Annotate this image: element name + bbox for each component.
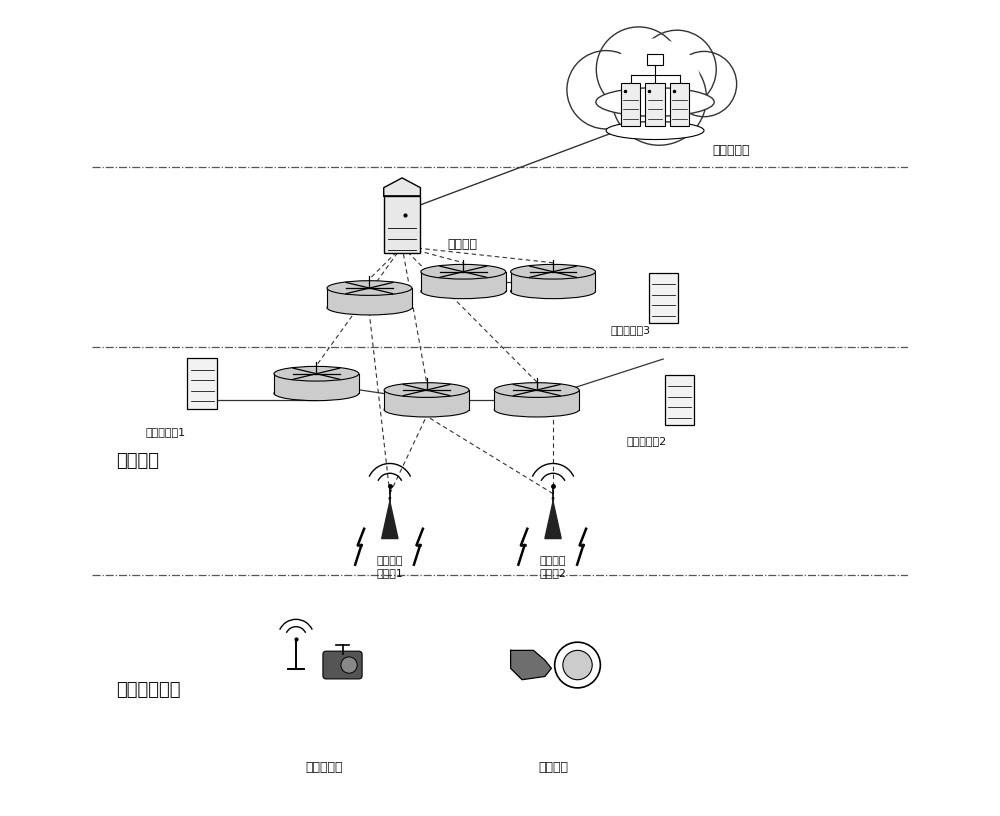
Polygon shape (511, 650, 551, 680)
Circle shape (563, 650, 592, 680)
FancyBboxPatch shape (645, 83, 665, 126)
Text: 边缘服务器1: 边缘服务器1 (145, 428, 185, 437)
Text: 智能物联
网网关1: 智能物联 网网关1 (376, 557, 403, 578)
Ellipse shape (274, 386, 359, 401)
Ellipse shape (606, 122, 704, 140)
Bar (274, 374, 359, 393)
Text: 边缘服务器3: 边缘服务器3 (610, 326, 650, 335)
Text: 边缘服务器2: 边缘服务器2 (626, 436, 667, 446)
Circle shape (596, 27, 681, 112)
FancyBboxPatch shape (187, 358, 217, 409)
FancyBboxPatch shape (670, 83, 689, 126)
Ellipse shape (494, 402, 579, 417)
Ellipse shape (511, 284, 595, 299)
Polygon shape (382, 498, 398, 539)
Ellipse shape (384, 383, 469, 397)
Polygon shape (384, 178, 420, 196)
FancyBboxPatch shape (323, 651, 362, 679)
Circle shape (671, 51, 737, 117)
Ellipse shape (596, 88, 714, 116)
FancyBboxPatch shape (665, 375, 694, 425)
Ellipse shape (384, 402, 469, 417)
Ellipse shape (494, 383, 579, 397)
Ellipse shape (511, 264, 595, 279)
Text: 雾计算层: 雾计算层 (116, 452, 159, 470)
Circle shape (638, 30, 716, 109)
FancyBboxPatch shape (384, 196, 420, 253)
FancyBboxPatch shape (647, 54, 663, 65)
Bar (327, 288, 412, 308)
FancyBboxPatch shape (649, 273, 678, 323)
Text: 控制节点: 控制节点 (447, 238, 477, 251)
Circle shape (567, 51, 645, 129)
Circle shape (610, 39, 700, 129)
Text: 智能传感器: 智能传感器 (306, 761, 343, 774)
Bar (384, 390, 469, 410)
Circle shape (341, 657, 357, 673)
Bar (494, 390, 579, 410)
Polygon shape (545, 498, 561, 539)
Text: 智能物联
网网关2: 智能物联 网网关2 (540, 557, 567, 578)
Ellipse shape (421, 264, 506, 279)
FancyBboxPatch shape (621, 83, 640, 126)
Bar (511, 272, 595, 291)
Circle shape (555, 642, 600, 688)
Text: 云计算中心: 云计算中心 (712, 144, 750, 157)
Ellipse shape (327, 281, 412, 295)
Text: 受控终端: 受控终端 (538, 761, 568, 774)
Circle shape (612, 51, 706, 145)
Ellipse shape (274, 366, 359, 381)
Ellipse shape (421, 284, 506, 299)
Text: 物联网设备层: 物联网设备层 (116, 681, 181, 698)
Bar (421, 272, 506, 291)
Ellipse shape (327, 300, 412, 315)
